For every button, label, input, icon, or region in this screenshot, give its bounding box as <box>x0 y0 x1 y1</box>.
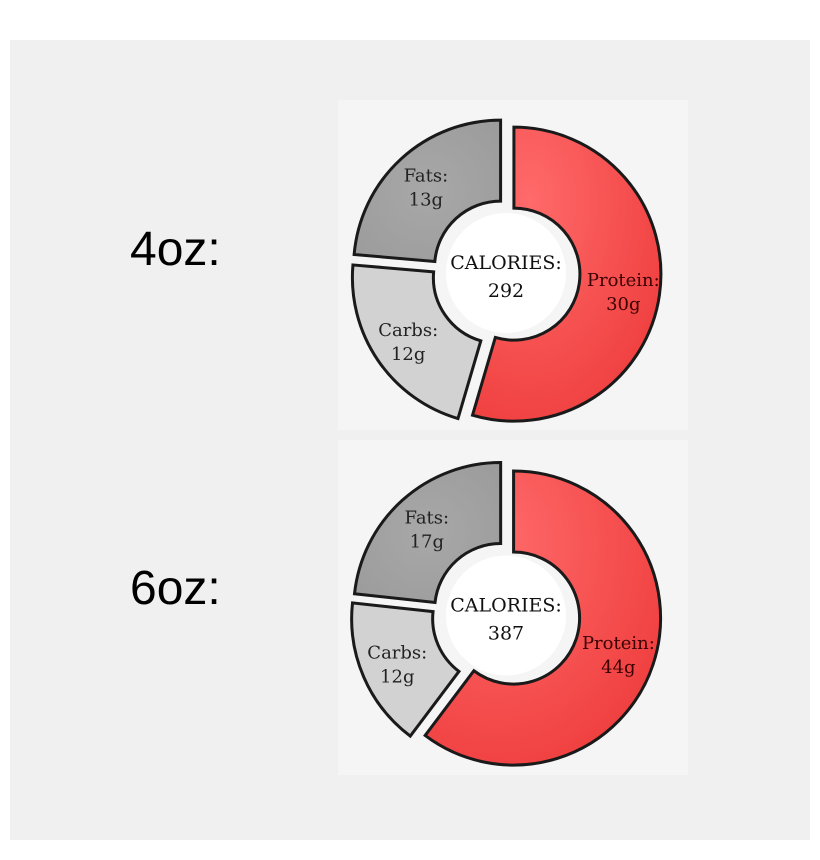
slice-carbs <box>350 263 483 421</box>
slice-label-protein: Protein: <box>582 633 655 654</box>
portion-label-4oz: 4oz: <box>130 223 221 276</box>
slice-label-protein: Protein: <box>587 270 660 291</box>
donut-chart-4oz: Protein: 30g Carbs: 12g Fats: 13g CALORIES: 292 <box>350 118 663 423</box>
slice-value-protein: 44g <box>601 657 635 678</box>
slice-fats <box>352 118 503 264</box>
donut-center <box>446 213 566 333</box>
slice-value-fats: 17g <box>410 531 444 552</box>
slice-protein <box>423 469 663 767</box>
slice-protein <box>470 125 663 423</box>
slice-value-carbs: 12g <box>391 344 425 365</box>
donut-center <box>446 555 566 676</box>
calories-value: 292 <box>488 280 524 302</box>
slice-value-carbs: 12g <box>380 667 414 688</box>
donut-chart-6oz: Protein: 44g Carbs: 12g Fats: 17g CALORIES: 387 <box>350 461 663 767</box>
slice-label-fats: Fats: <box>404 166 449 187</box>
slice-value-protein: 30g <box>606 294 640 315</box>
slice-fats <box>352 461 503 605</box>
slice-label-fats: Fats: <box>405 507 450 528</box>
slice-value-fats: 13g <box>409 190 443 211</box>
slice-carbs <box>350 601 462 739</box>
slice-label-carbs: Carbs: <box>378 320 438 341</box>
portion-label-6oz: 6oz: <box>130 562 221 615</box>
center-label: CALORIES: <box>450 595 562 617</box>
center-label: CALORIES: <box>450 252 562 274</box>
slice-label-carbs: Carbs: <box>367 643 427 664</box>
calories-value: 387 <box>488 623 524 645</box>
